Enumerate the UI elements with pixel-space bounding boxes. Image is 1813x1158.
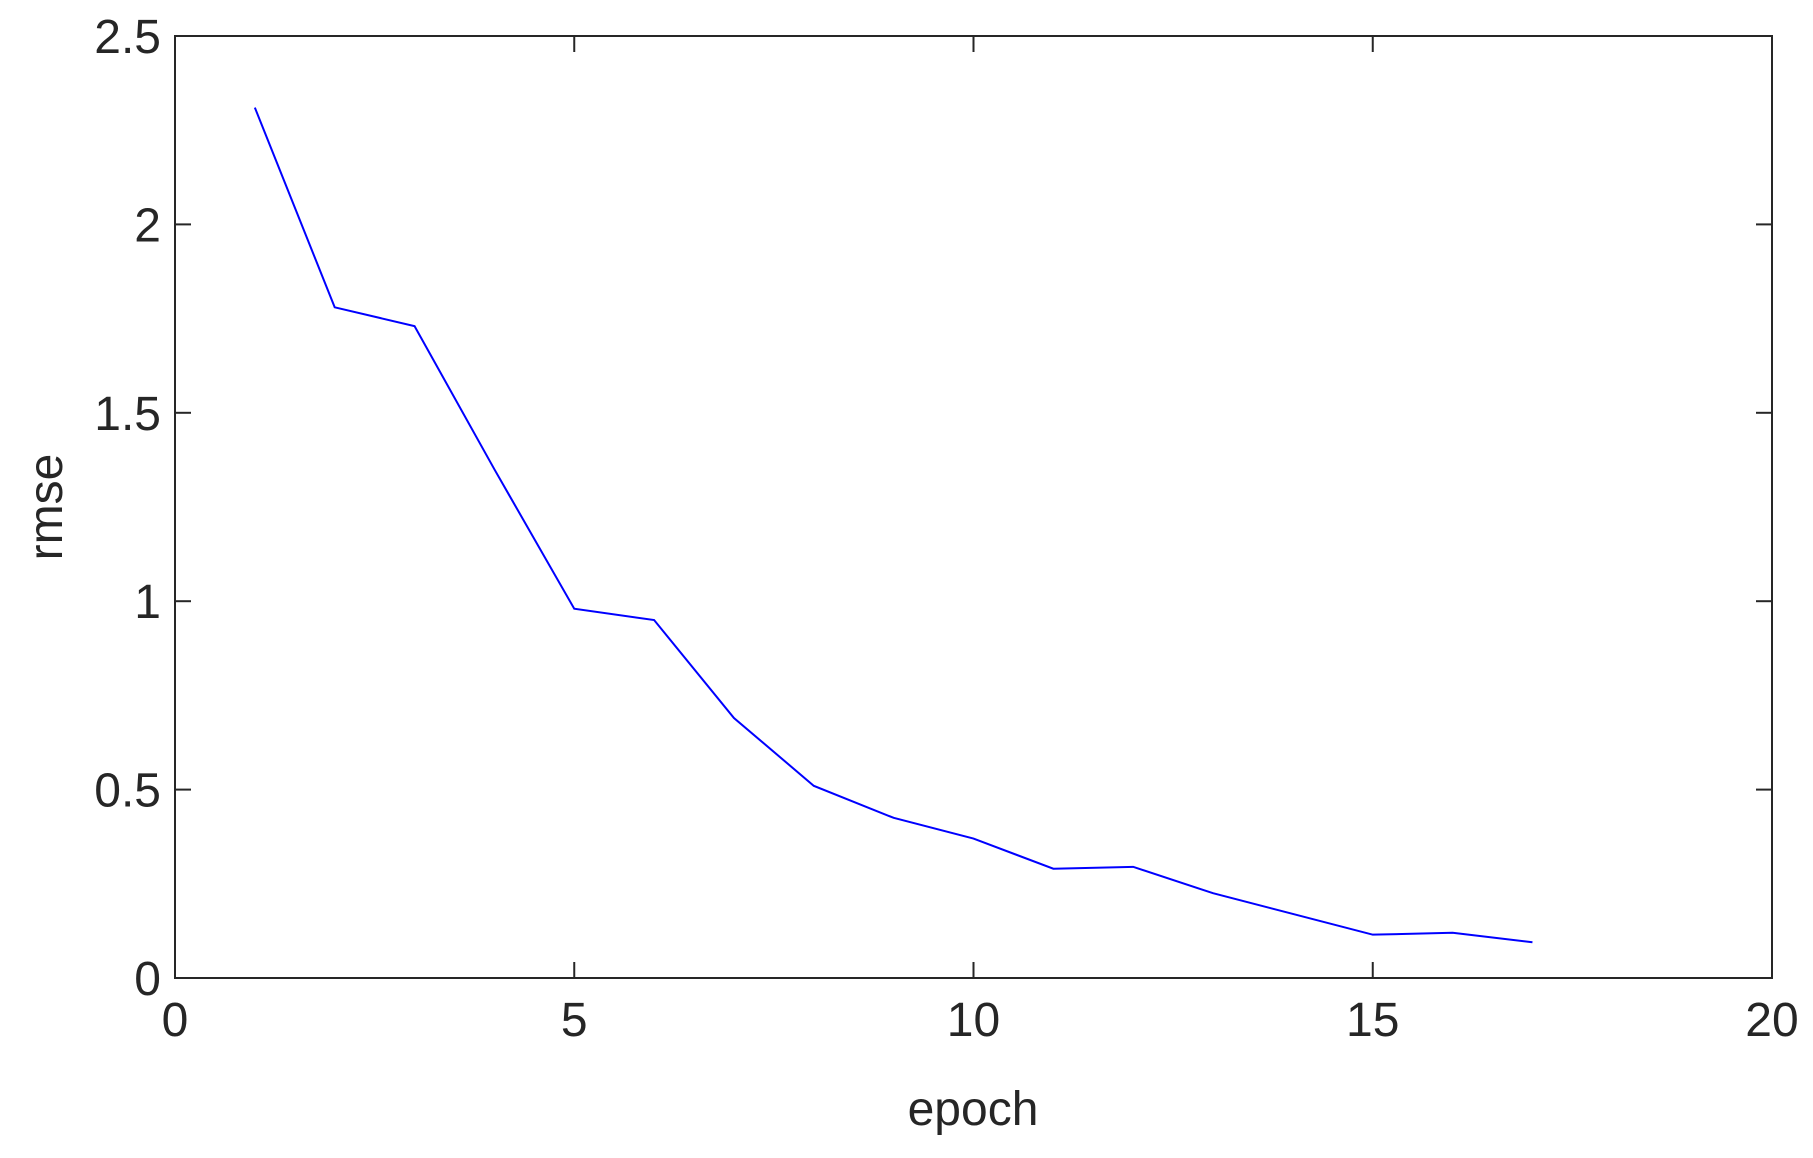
y-axis-label: rmse bbox=[20, 454, 73, 561]
x-tick-label: 15 bbox=[1346, 994, 1399, 1047]
x-tick-label: 20 bbox=[1745, 994, 1798, 1047]
x-tick-label: 5 bbox=[561, 994, 588, 1047]
x-tick-label: 0 bbox=[162, 994, 189, 1047]
line bbox=[253, 107, 1533, 944]
plot-area bbox=[174, 35, 1773, 979]
x-axis-label: epoch bbox=[908, 1083, 1039, 1136]
y-tick-label: 1.5 bbox=[94, 388, 161, 441]
x-tick-label: 10 bbox=[947, 994, 1000, 1047]
y-tick-label: 2.5 bbox=[94, 11, 161, 64]
y-tick-label: 1 bbox=[134, 576, 161, 629]
y-tick-label: 0.5 bbox=[94, 765, 161, 818]
y-tick-label: 0 bbox=[134, 953, 161, 1006]
y-tick-label: 2 bbox=[134, 199, 161, 252]
